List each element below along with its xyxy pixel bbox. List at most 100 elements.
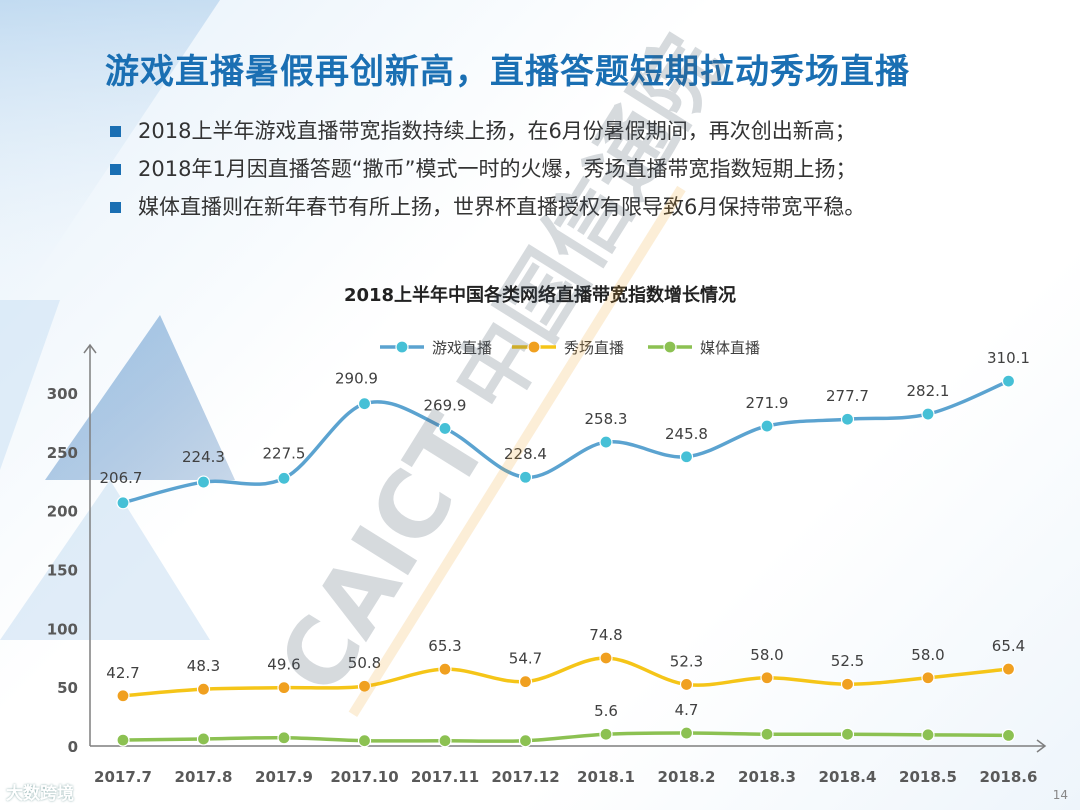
x-tick-label: 2017.8 xyxy=(175,768,233,786)
data-point xyxy=(921,407,935,421)
y-tick-label: 0 xyxy=(68,738,78,756)
data-point xyxy=(760,727,774,741)
chart-title: 2018上半年中国各类网络直播带宽指数增长情况 xyxy=(343,285,737,306)
data-point xyxy=(921,728,935,742)
data-point xyxy=(277,681,291,695)
y-tick-label: 150 xyxy=(47,562,78,580)
x-tick-label: 2017.10 xyxy=(330,768,398,786)
bullet-list: 2018上半年游戏直播带宽指数持续上扬，在6月份暑假期间，再次创出新高； 201… xyxy=(108,112,1058,226)
data-point xyxy=(438,662,452,676)
bullet-item: 2018上半年游戏直播带宽指数持续上扬，在6月份暑假期间，再次创出新高； xyxy=(108,112,1058,150)
x-tick-label: 2017.12 xyxy=(491,768,559,786)
data-label: 227.5 xyxy=(263,444,306,462)
x-tick-label: 2018.4 xyxy=(819,768,877,786)
y-tick-label: 100 xyxy=(47,620,78,638)
x-tick-label: 2018.3 xyxy=(738,768,796,786)
data-point xyxy=(1001,662,1016,676)
series-line xyxy=(121,379,1011,505)
data-point xyxy=(921,671,935,685)
x-tick-label: 2018.1 xyxy=(577,768,635,786)
y-tick-label: 300 xyxy=(47,385,78,403)
data-point xyxy=(277,731,291,745)
bullet-item: 媒体直播则在新年春节有所上扬，世界杯直播授权有限导致6月保持带宽平稳。 xyxy=(108,188,1058,226)
bullet-square-icon xyxy=(110,164,121,175)
data-point xyxy=(599,435,613,449)
data-point xyxy=(196,475,211,489)
x-tick-label: 2017.9 xyxy=(255,768,313,786)
data-point xyxy=(116,496,130,510)
y-tick-label: 250 xyxy=(47,444,78,462)
x-axis-arrow-icon xyxy=(1036,739,1047,753)
page-number: 14 xyxy=(1052,788,1068,802)
legend-marker xyxy=(395,340,409,354)
data-point xyxy=(840,727,855,741)
data-point xyxy=(760,671,774,685)
data-label: 65.4 xyxy=(992,637,1025,655)
series-line xyxy=(121,731,1011,743)
data-label: 52.3 xyxy=(670,652,703,670)
data-point xyxy=(116,689,130,703)
data-label: 228.4 xyxy=(504,445,547,463)
data-label: 258.3 xyxy=(585,410,628,428)
data-point xyxy=(196,732,211,746)
data-label: 65.3 xyxy=(428,637,461,655)
data-label: 5.6 xyxy=(594,702,618,720)
bullet-item: 2018年1月因直播答题“撒币”模式一时的火爆，秀场直播带宽指数短期上扬； xyxy=(108,150,1058,188)
x-tick-label: 2018.5 xyxy=(899,768,957,786)
data-point xyxy=(1001,374,1016,388)
data-point xyxy=(116,733,130,747)
legend-marker xyxy=(663,340,677,354)
data-point xyxy=(1001,728,1016,743)
data-label: 282.1 xyxy=(907,382,950,400)
data-label: 224.3 xyxy=(182,448,225,466)
data-point xyxy=(840,677,855,691)
bullet-square-icon xyxy=(110,126,121,137)
data-label: 58.0 xyxy=(911,646,944,664)
y-axis-arrow-icon xyxy=(83,343,97,354)
data-point xyxy=(679,677,694,692)
data-point xyxy=(599,651,613,665)
data-label: 4.7 xyxy=(675,701,699,719)
data-point xyxy=(357,734,372,748)
bullet-text: 媒体直播则在新年春节有所上扬，世界杯直播授权有限导致6月保持带宽平稳。 xyxy=(138,195,866,219)
bullet-text: 2018年1月因直播答题“撒币”模式一时的火爆，秀场直播带宽指数短期上扬； xyxy=(138,157,857,181)
data-point xyxy=(840,412,855,426)
data-point xyxy=(357,679,372,693)
data-point xyxy=(518,470,533,484)
data-point xyxy=(438,421,452,436)
data-label: 310.1 xyxy=(987,349,1030,367)
data-point xyxy=(679,726,694,740)
data-point xyxy=(438,734,452,748)
data-point xyxy=(277,471,291,485)
data-point xyxy=(760,419,774,433)
data-label: 245.8 xyxy=(665,425,708,443)
data-label: 277.7 xyxy=(826,387,869,405)
y-tick-label: 200 xyxy=(47,503,78,521)
x-tick-label: 2018.6 xyxy=(980,768,1038,786)
legend-marker xyxy=(527,340,541,354)
data-label: 271.9 xyxy=(746,394,789,412)
x-tick-label: 2018.2 xyxy=(658,768,716,786)
legend-label: 秀场直播 xyxy=(564,339,624,357)
data-point xyxy=(196,682,211,696)
legend-label: 游戏直播 xyxy=(432,339,492,357)
brand-logo: 大数跨境 xyxy=(6,784,74,804)
data-point xyxy=(518,675,533,689)
bullet-text: 2018上半年游戏直播带宽指数持续上扬，在6月份暑假期间，再次创出新高； xyxy=(138,119,856,143)
legend-label: 媒体直播 xyxy=(700,339,760,357)
data-label: 48.3 xyxy=(187,657,220,675)
data-label: 269.9 xyxy=(424,396,467,414)
y-tick-label: 50 xyxy=(57,679,78,697)
x-tick-label: 2017.7 xyxy=(94,768,152,786)
data-label: 49.6 xyxy=(267,656,300,674)
data-label: 54.7 xyxy=(509,650,542,668)
data-label: 290.9 xyxy=(335,370,378,388)
data-point xyxy=(679,450,694,464)
data-label: 50.8 xyxy=(348,654,381,672)
bullet-square-icon xyxy=(110,202,121,213)
slide-title: 游戏直播暑假再创新高，直播答题短期拉动秀场直播 xyxy=(105,52,910,92)
data-label: 74.8 xyxy=(589,626,622,644)
data-label: 52.5 xyxy=(831,652,864,670)
data-point xyxy=(599,727,613,741)
